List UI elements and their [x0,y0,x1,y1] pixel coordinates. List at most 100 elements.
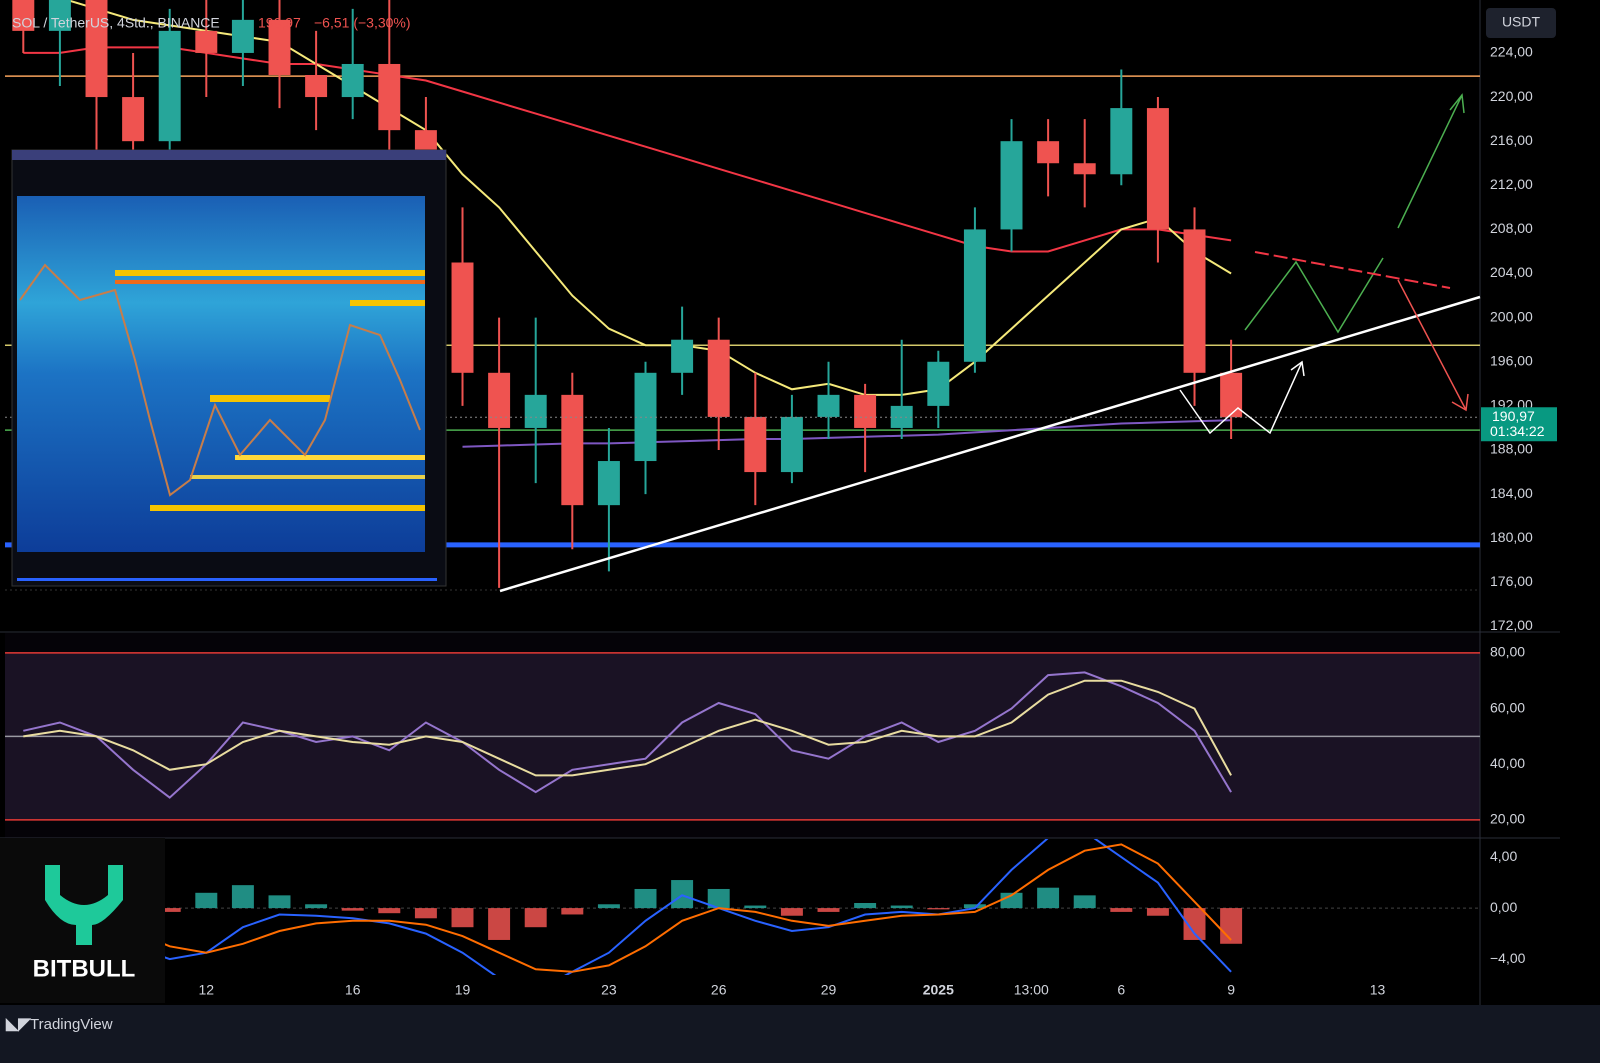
y-tick-label: 196,00 [1490,352,1533,368]
heat-band [115,280,425,284]
candle-body [451,262,474,373]
histogram-bar [707,888,730,909]
x-tick-label: 2025 [923,982,954,998]
candle-body [158,30,181,142]
indicator-line [23,679,1232,777]
trendline [499,295,1481,593]
y-tick-label: 188,00 [1490,441,1533,457]
candle-body [1146,108,1169,230]
candle-body [780,416,803,473]
histogram-bar [817,908,840,912]
candle-body [707,339,730,417]
candle-body [927,361,950,406]
axes: 12 16 19 23 26 29 2025 13:00 6 9 13 172,00 176,00 180… [199,44,1557,998]
histogram-bar [1220,908,1243,944]
drawings [499,93,1481,593]
histogram-bar [963,904,986,909]
histogram-bar [1110,908,1133,912]
histogram-bar [268,895,291,909]
histogram-bar [451,908,474,928]
projection [1179,361,1303,435]
x-tick-label: 6 [1117,982,1125,998]
candle-body [268,19,291,76]
heat-band [190,475,425,479]
heat-band [350,300,425,306]
candle-body [12,0,35,31]
heat-band [150,505,425,511]
heat-price [19,263,421,497]
logo-text: BITBULL [33,955,136,982]
footer-bar [0,1005,1600,1063]
histogram-bar [927,908,950,910]
heatmap-inset [11,149,447,587]
histogram-bar [1037,887,1060,909]
candle-body [341,63,364,98]
histogram-bar [890,905,913,909]
y-tick-label: 200,00 [1490,308,1533,324]
y-tick-label: 4,00 [1490,848,1517,864]
candle-body [195,30,218,53]
y-tick-label: 220,00 [1490,88,1533,104]
arrow-head [1449,93,1465,114]
indicator-line [23,843,1232,973]
x-tick-label: 13 [1370,982,1386,998]
heat-band [210,395,330,402]
y-tick-label: 224,00 [1490,44,1533,60]
candle-body [48,0,71,31]
candle-body [1000,141,1023,230]
y-tick-label: 184,00 [1490,485,1533,501]
histogram-bar [561,908,584,915]
candle-body [305,75,328,98]
x-tick-label: 29 [821,982,837,998]
y-tick-label: 0,00 [1490,899,1517,915]
candle-body [1220,372,1243,418]
candle-body [1183,229,1206,373]
heatmap [17,196,425,552]
footer-brand: TradingView [30,1016,113,1033]
candle-body [1073,163,1096,175]
candle-body [231,19,254,53]
heat-band [235,455,425,460]
y-tick-label: 20,00 [1490,811,1525,827]
rsi-pane [5,652,1480,821]
histogram-bar [1146,908,1169,916]
histogram-bar [378,908,401,914]
y-tick-label: 216,00 [1490,132,1533,148]
indicator-line [23,839,1232,975]
countdown: 01:34:22 [1490,423,1545,439]
x-tick-label: 9 [1227,982,1235,998]
indicator-line [63,0,1232,396]
candle-body [561,394,584,506]
histogram-bar [524,908,547,928]
price-tag [1481,407,1557,442]
histogram-bar [195,892,218,909]
tv-icon: ◣◤ [5,1016,32,1033]
y-tick-label: 60,00 [1490,699,1525,715]
currency-button[interactable] [1486,8,1556,38]
candle-body [122,97,145,142]
candle-body [671,339,694,373]
indicator-line [23,46,1232,253]
x-tick-label: 23 [601,982,617,998]
projection [1397,94,1463,229]
candle-body [817,394,840,417]
y-tick-label: 172,00 [1490,617,1533,633]
header-change: −6,51 (−3,30%) [314,15,411,31]
projection [1244,257,1384,334]
histogram-bar [780,908,803,916]
candle-body [744,416,767,473]
y-tick-label: 180,00 [1490,529,1533,545]
arrow-head [1451,393,1469,412]
histogram-bar [231,885,254,909]
y-tick-label: 212,00 [1490,176,1533,192]
y-tick-label: 40,00 [1490,755,1525,771]
heat-band [115,270,425,276]
histogram-bar [671,880,694,909]
histogram-bar [488,908,511,940]
candle-body [1037,141,1060,164]
currency-label[interactable]: USDT [1502,14,1541,30]
arrow-head [1290,360,1305,377]
price-tag-label: 190,97 [1492,408,1535,424]
inset-header [12,150,446,160]
